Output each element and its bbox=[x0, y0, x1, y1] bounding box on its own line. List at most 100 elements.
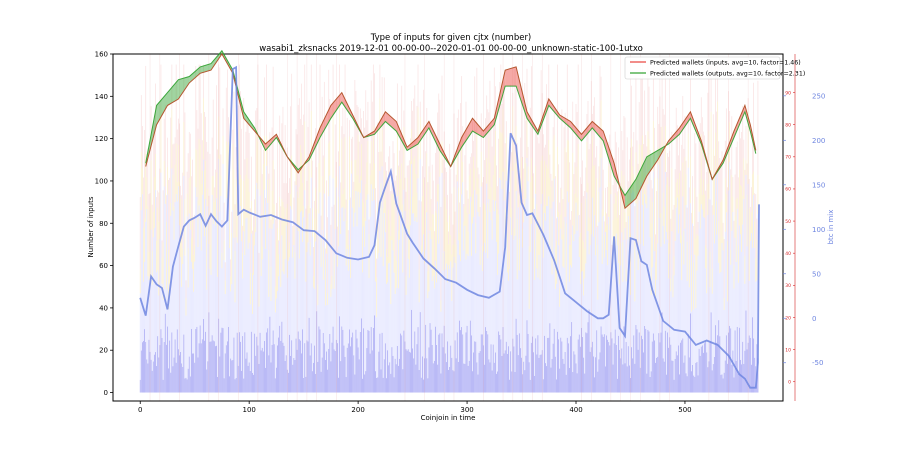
x-tick-label: 300 bbox=[460, 406, 473, 414]
background-bar bbox=[606, 213, 607, 226]
background-bar bbox=[563, 363, 565, 393]
background-bar bbox=[563, 267, 565, 364]
background-bar bbox=[563, 127, 565, 221]
background-bar bbox=[176, 201, 178, 330]
background-bar bbox=[465, 188, 467, 260]
background-bar bbox=[621, 348, 623, 393]
background-bar bbox=[315, 241, 317, 374]
background-bar bbox=[284, 218, 286, 260]
background-bar bbox=[186, 216, 188, 380]
background-bar bbox=[285, 225, 287, 356]
background-bar bbox=[392, 355, 394, 393]
background-bar bbox=[567, 123, 569, 141]
background-bar bbox=[636, 245, 638, 330]
background-bar bbox=[718, 220, 720, 263]
background-bar bbox=[254, 199, 256, 228]
background-bar bbox=[440, 300, 442, 312]
background-bar bbox=[688, 357, 690, 393]
background-bar bbox=[378, 152, 380, 239]
background-bar bbox=[720, 201, 722, 272]
background-bar bbox=[672, 360, 674, 393]
background-bar bbox=[723, 310, 725, 373]
background-bar bbox=[500, 132, 502, 181]
background-bar bbox=[487, 109, 489, 203]
background-bar bbox=[330, 361, 332, 393]
background-bar bbox=[396, 345, 398, 393]
background-bar bbox=[302, 124, 303, 184]
background-bar bbox=[203, 64, 204, 99]
background-bar bbox=[379, 98, 381, 171]
background-bar bbox=[593, 356, 594, 393]
background-bar bbox=[299, 118, 301, 145]
background-bar bbox=[408, 351, 410, 393]
background-bar bbox=[688, 287, 690, 358]
background-bar bbox=[299, 212, 301, 341]
background-bar bbox=[648, 86, 650, 139]
background-bar bbox=[661, 153, 663, 313]
background-bar bbox=[557, 64, 558, 147]
background-bar bbox=[515, 125, 517, 191]
background-bar bbox=[698, 348, 700, 393]
background-bar bbox=[683, 264, 685, 363]
background-bar bbox=[636, 195, 638, 246]
background-bar bbox=[666, 374, 667, 393]
background-bar bbox=[157, 336, 159, 393]
background-bar bbox=[652, 171, 654, 334]
background-bar bbox=[207, 361, 209, 393]
background-bar bbox=[608, 342, 610, 393]
background-bar bbox=[297, 231, 299, 332]
background-bar bbox=[574, 162, 576, 194]
background-bar bbox=[189, 376, 191, 393]
background-bar bbox=[357, 347, 359, 393]
background-bar bbox=[367, 101, 369, 142]
background-bar bbox=[145, 65, 147, 154]
background-bar bbox=[451, 300, 453, 358]
background-bar bbox=[320, 266, 322, 372]
background-bar bbox=[583, 196, 585, 242]
background-bar bbox=[206, 141, 208, 223]
background-bar bbox=[555, 240, 557, 284]
background-bar bbox=[651, 341, 653, 393]
background-bar bbox=[369, 163, 371, 176]
background-bar bbox=[439, 333, 441, 393]
background-bar bbox=[393, 272, 395, 378]
background-bar bbox=[628, 201, 630, 265]
background-bar bbox=[413, 358, 415, 393]
background-bar bbox=[195, 65, 197, 149]
background-bar bbox=[148, 280, 150, 340]
background-bar bbox=[754, 193, 756, 222]
background-bar bbox=[449, 269, 451, 367]
background-bar bbox=[707, 367, 709, 393]
red-tick-label: 50 bbox=[785, 219, 791, 225]
background-bar bbox=[454, 340, 456, 393]
inputs-outputs-fill bbox=[581, 121, 593, 141]
background-bar bbox=[711, 205, 713, 269]
background-bar bbox=[412, 213, 413, 349]
background-bar bbox=[203, 98, 204, 160]
background-bar bbox=[429, 230, 431, 324]
background-bar bbox=[238, 184, 240, 333]
background-bar bbox=[147, 363, 149, 393]
background-bar bbox=[394, 180, 396, 256]
background-bar bbox=[142, 342, 143, 393]
background-bar bbox=[326, 253, 327, 352]
background-bar bbox=[589, 351, 591, 393]
background-bar bbox=[357, 106, 359, 135]
background-bar bbox=[487, 202, 489, 259]
background-bar bbox=[415, 174, 417, 218]
background-bar bbox=[220, 175, 222, 196]
background-bar bbox=[314, 218, 315, 290]
background-bar bbox=[472, 194, 473, 224]
background-bar bbox=[294, 181, 296, 253]
background-bar bbox=[371, 201, 373, 351]
background-bar bbox=[191, 261, 192, 329]
background-bar bbox=[720, 271, 722, 375]
background-bar bbox=[362, 272, 363, 379]
background-bar bbox=[378, 351, 380, 393]
background-bar bbox=[199, 215, 201, 326]
background-bar bbox=[500, 180, 502, 340]
background-bar bbox=[464, 155, 466, 207]
background-bar bbox=[450, 261, 452, 346]
background-bar bbox=[584, 373, 586, 393]
x-tick-label: 400 bbox=[569, 406, 582, 414]
